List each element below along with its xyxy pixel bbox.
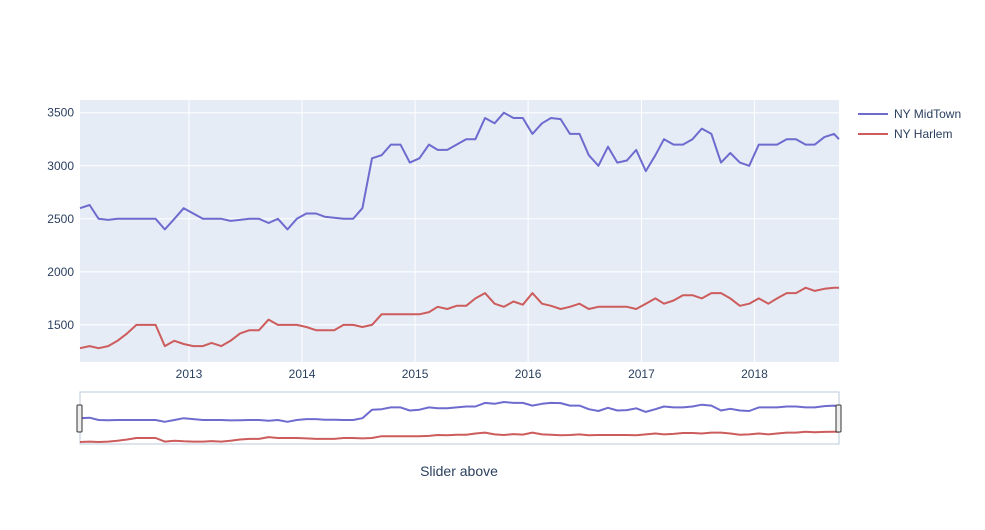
series-line-ny-harlem[interactable] — [79, 286, 839, 350]
y-tick-label: 1500 — [47, 318, 74, 332]
x-tick-label: 2016 — [515, 367, 542, 381]
range-slider[interactable] — [76, 391, 842, 445]
x-tick-label: 2015 — [402, 367, 429, 381]
y-tick-label: 3000 — [47, 159, 74, 173]
range-slider-left-handle[interactable] — [76, 404, 83, 433]
y-tick-label: 3500 — [47, 106, 74, 120]
y-tick-label: 2500 — [47, 212, 74, 226]
y-tick-labels: 1500 2000 2500 3000 3500 — [47, 106, 74, 332]
main-plot-series[interactable] — [79, 111, 840, 350]
legend-label-ny-harlem[interactable]: NY Harlem — [894, 127, 952, 141]
x-tick-labels: 2013 2014 2015 2016 2017 2018 — [176, 367, 768, 381]
series-line-ny-midtown[interactable] — [79, 111, 840, 231]
plot-background — [80, 100, 839, 362]
range-slider-background — [79, 391, 840, 445]
x-gridlines — [188, 100, 755, 362]
legend-label-ny-midtown[interactable]: NY MidTown — [894, 107, 961, 121]
legend[interactable]: NY MidTown NY Harlem — [858, 107, 961, 141]
x-tick-label: 2013 — [176, 367, 203, 381]
range-slider-right-handle[interactable] — [835, 404, 842, 433]
slider-line-ny-harlem — [79, 430, 839, 443]
x-tick-label: 2017 — [628, 367, 655, 381]
x-axis-title: Slider above — [420, 463, 498, 479]
slider-line-ny-midtown — [79, 401, 840, 423]
x-tick-label: 2014 — [289, 367, 316, 381]
range-slider-series — [79, 401, 840, 443]
y-tick-label: 2000 — [47, 265, 74, 279]
x-tick-label: 2018 — [741, 367, 768, 381]
